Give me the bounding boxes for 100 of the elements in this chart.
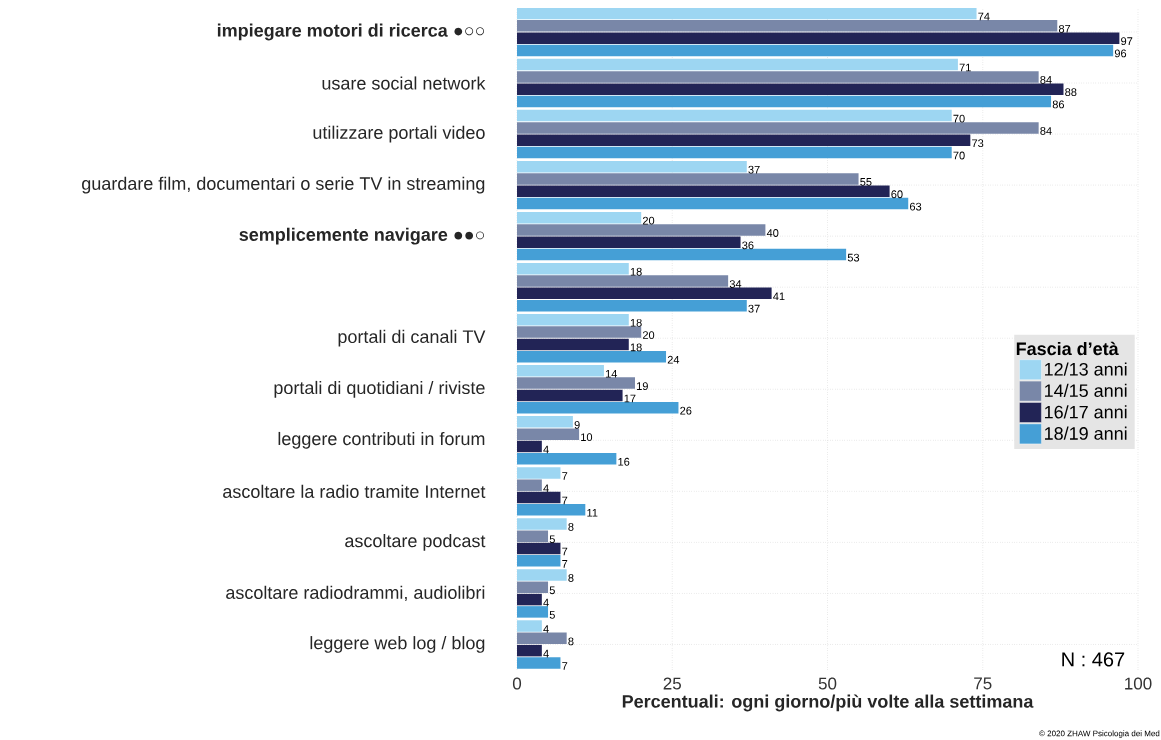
bar [517, 95, 1052, 108]
y-tick-label: portali di quotidiani / riviste [274, 380, 485, 398]
bar [517, 134, 971, 146]
bar [517, 173, 859, 185]
data-label: 7 [562, 547, 568, 556]
y-tick-label: ascoltare podcast [345, 534, 486, 551]
bar [517, 581, 549, 594]
bar [517, 236, 741, 249]
bar [517, 71, 1039, 83]
data-label: 60 [891, 190, 903, 199]
bar [517, 620, 542, 632]
data-label: 84 [1040, 75, 1052, 84]
data-label: 17 [624, 394, 636, 403]
data-label: 4 [543, 445, 549, 454]
bar [517, 542, 561, 555]
data-label: 5 [549, 535, 555, 544]
x-tick-label: 50 [818, 677, 837, 690]
bar [517, 644, 542, 657]
data-label: 20 [642, 331, 655, 339]
y-tick-label: ascoltare la radio tramite Internet [223, 484, 486, 498]
data-label: 4 [543, 649, 549, 658]
x-tick-label: 100 [1125, 677, 1152, 690]
bar [517, 146, 952, 159]
data-label: 24 [667, 355, 680, 364]
data-label: 7 [562, 472, 568, 480]
legend-label: 12/13 anni [1045, 362, 1127, 376]
y-tick-label: ascoltare radiodrammi, audiolibri [226, 585, 485, 602]
bar [517, 20, 1058, 32]
bar [517, 160, 747, 173]
x-tick-label: 25 [663, 677, 681, 690]
data-label: 4 [543, 625, 549, 633]
data-label: 70 [953, 114, 965, 123]
bar [517, 593, 542, 606]
x-tick-label: 0 [512, 677, 522, 690]
bar [517, 518, 567, 530]
bar [517, 248, 847, 261]
x-tick-label: 75 [974, 677, 992, 690]
data-label: 26 [680, 406, 692, 415]
data-label: 63 [910, 202, 922, 211]
bar [517, 338, 629, 351]
bar [517, 467, 561, 479]
bar [517, 350, 667, 363]
data-label: 70 [953, 151, 965, 160]
data-label: 8 [568, 574, 574, 582]
data-label: 96 [1114, 49, 1127, 58]
bar [517, 428, 580, 440]
bar [517, 453, 617, 465]
data-label: 71 [959, 63, 971, 72]
y-tick-label: guardare film, documentari o serie TV in streaming [82, 176, 485, 194]
data-label: 4 [543, 598, 549, 607]
data-label: 5 [549, 611, 555, 619]
y-tick-label: leggere contributi in forum [278, 431, 485, 449]
bar [517, 314, 629, 326]
data-label: 53 [847, 253, 860, 262]
x-axis-title: Percentuali: ogni giorno/più volte alla settimana [622, 694, 1034, 712]
bar [517, 109, 952, 122]
bar [517, 377, 635, 389]
bar [517, 479, 542, 491]
y-tick-label: utilizzare portali video [313, 125, 485, 143]
bar [517, 44, 1114, 57]
y-tick-label: portali di canali TV [338, 329, 486, 347]
bar [517, 122, 1039, 134]
data-label: 8 [568, 523, 574, 531]
bar [517, 7, 977, 20]
data-label: 20 [642, 216, 655, 225]
data-label: 9 [574, 420, 580, 429]
data-label: 7 [562, 496, 568, 505]
legend-label: 18/19 anni [1045, 426, 1127, 440]
data-label: 19 [637, 382, 648, 391]
data-label: 40 [766, 229, 779, 237]
data-label: 97 [1121, 37, 1133, 46]
data-label: 88 [1065, 88, 1077, 97]
bar [517, 530, 549, 542]
data-label: 55 [860, 178, 872, 186]
data-label: 36 [742, 241, 754, 250]
bar [517, 185, 890, 198]
bar [517, 83, 1064, 95]
bar [517, 440, 542, 453]
bar [517, 365, 604, 377]
legend-label: 14/15 anni [1045, 383, 1127, 398]
data-label: 34 [729, 280, 742, 288]
data-label: 73 [972, 139, 984, 148]
bar [517, 657, 561, 669]
y-tick-label: usare social network [322, 76, 486, 90]
data-label: 86 [1052, 100, 1065, 109]
bar [517, 262, 629, 275]
y-tick-label: leggere web log / blog [310, 636, 485, 653]
bar [517, 606, 549, 618]
text: © 2020 ZHAW Psicologia dei Med [1039, 730, 1160, 738]
data-label: 16 [618, 457, 630, 466]
data-label: 8 [568, 637, 574, 646]
bar [517, 197, 909, 210]
data-label: 37 [748, 165, 760, 174]
legend-label: 16/17 anni [1045, 405, 1127, 419]
data-label: 10 [581, 433, 593, 442]
data-label: 41 [773, 292, 785, 301]
bar [517, 416, 573, 428]
bar [517, 224, 766, 236]
data-label: 18 [630, 343, 642, 352]
data-label: 74 [978, 12, 990, 21]
